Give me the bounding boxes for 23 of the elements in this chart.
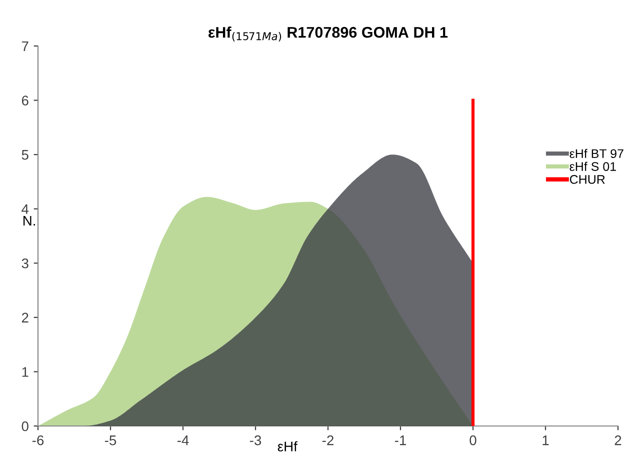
x-tick-label: 0 xyxy=(470,435,476,446)
x-tick-label: -5 xyxy=(104,436,116,446)
legend-label: εHf S 01 xyxy=(570,162,616,171)
y-axis-title: N. xyxy=(23,216,35,226)
x-axis-title: εHf xyxy=(278,441,298,452)
x-tick-label: -2 xyxy=(322,435,334,446)
y-tick-label: 3 xyxy=(22,258,28,268)
chart-title: εHf$_{(1571Ma)}$ R1707896 GOMA DH 1 xyxy=(208,26,448,42)
y-tick-label: 2 xyxy=(22,312,28,322)
y-tick-label: 1 xyxy=(22,367,28,377)
x-tick-label: 1 xyxy=(542,436,549,446)
y-tick-label: 5 xyxy=(22,150,28,160)
x-tick-label: 2 xyxy=(614,435,622,446)
x-tick-label: -4 xyxy=(177,436,189,446)
legend-label: CHUR xyxy=(570,175,605,184)
x-tick-label: -1 xyxy=(394,436,406,446)
y-tick-label: 6 xyxy=(22,96,28,106)
y-tick-label: 4 xyxy=(22,204,29,214)
y-tick-label: 7 xyxy=(22,41,28,52)
y-tick-label: 0 xyxy=(22,421,28,432)
legend-label: εHf BT 97 xyxy=(570,148,624,158)
x-tick-label: -3 xyxy=(250,435,262,446)
x-tick-label: -6 xyxy=(32,435,44,446)
